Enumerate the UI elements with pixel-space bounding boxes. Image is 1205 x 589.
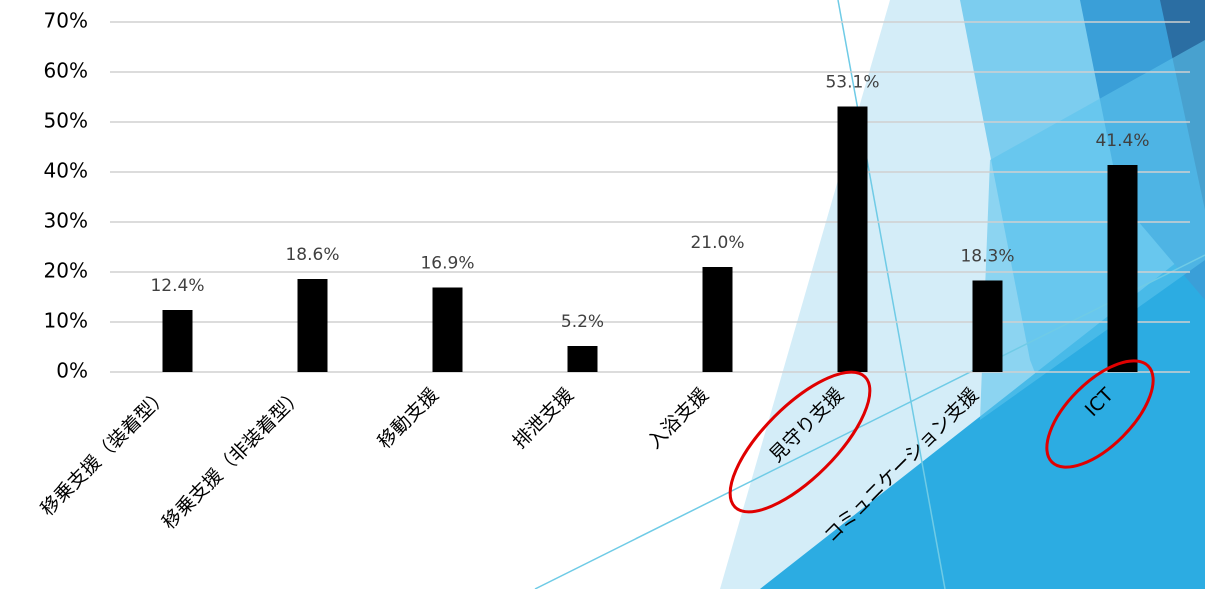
value-label: 18.6% (285, 245, 339, 265)
value-label: 53.1% (825, 73, 879, 93)
y-tick-label: 50% (44, 109, 88, 133)
highlight-ellipse (728, 370, 872, 514)
decor-triangle (980, 40, 1205, 420)
bar (837, 106, 868, 372)
bar (567, 346, 598, 372)
bar (297, 279, 328, 372)
y-tick-label: 20% (44, 259, 88, 283)
value-label: 41.4% (1095, 131, 1149, 151)
bar (702, 267, 733, 372)
value-label: 18.3% (960, 247, 1014, 267)
y-tick-label: 40% (44, 159, 88, 183)
y-tick-label: 10% (44, 309, 88, 333)
x-tick-label: 移動支援 (374, 384, 443, 453)
bar (1107, 165, 1138, 372)
highlight-ellipse (1045, 359, 1155, 469)
value-label: 5.2% (561, 312, 604, 332)
decor-line (837, 0, 946, 589)
y-tick-label: 70% (44, 9, 88, 33)
x-tick-label: 排泄支援 (509, 384, 578, 453)
value-label: 12.4% (150, 276, 204, 296)
background-decoration (534, 0, 1205, 589)
y-tick-label: 0% (56, 359, 88, 383)
bar (432, 287, 463, 372)
x-tick-label: 移乗支援（非装着型） (158, 384, 308, 534)
x-tick-label: 入浴支援 (644, 384, 713, 453)
y-tick-label: 30% (44, 209, 88, 233)
bar (972, 280, 1003, 372)
decor-line (534, 254, 1205, 589)
x-tick-label: 移乗支援（装着型） (36, 384, 172, 520)
y-tick-label: 60% (44, 59, 88, 83)
value-label: 21.0% (690, 233, 744, 253)
bar (162, 310, 193, 372)
value-label: 16.9% (420, 254, 474, 274)
